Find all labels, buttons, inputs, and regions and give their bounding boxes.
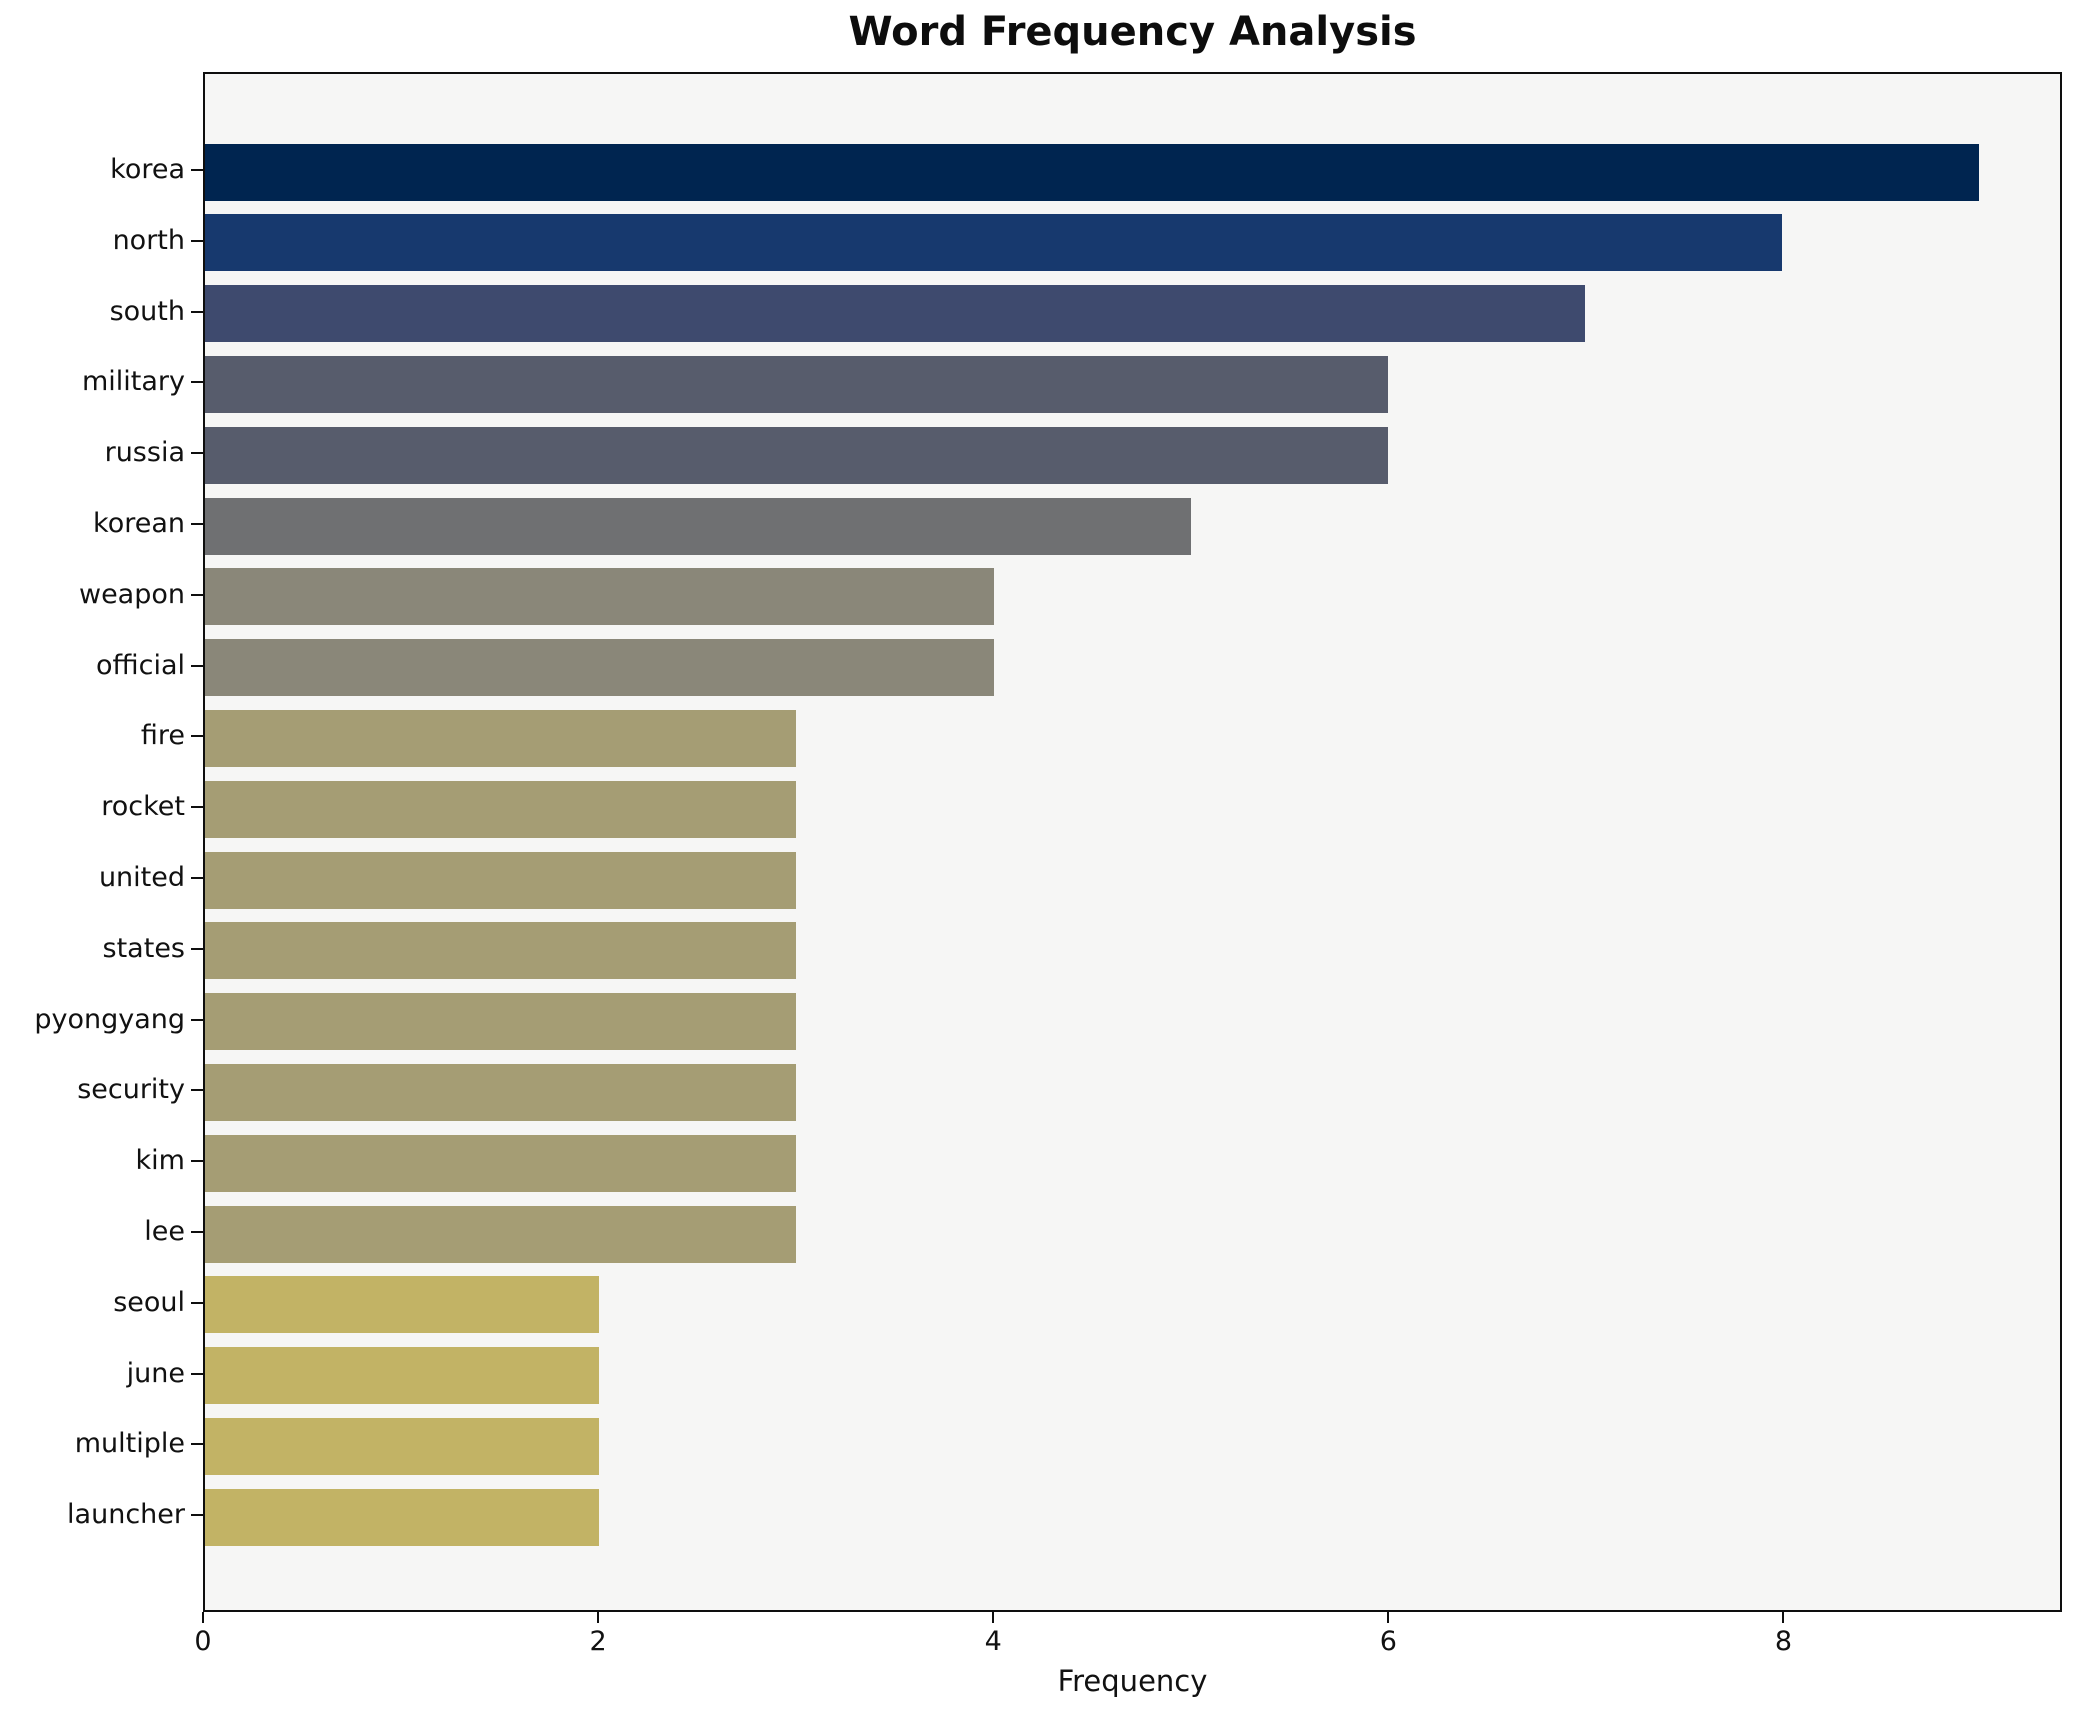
bar-kim xyxy=(205,1134,797,1192)
x-tick-label-2: 2 xyxy=(589,1626,607,1657)
bars-layer xyxy=(205,74,2060,1610)
x-axis-label: Frequency xyxy=(1057,1664,1208,1698)
y-tick-label-north: north xyxy=(112,224,185,256)
y-tick-label-states: states xyxy=(102,932,185,964)
y-tick-mark xyxy=(191,169,203,171)
x-tick-mark-6 xyxy=(1387,1612,1390,1623)
y-tick-label-kim: kim xyxy=(135,1145,185,1177)
y-tick-mark xyxy=(191,1372,203,1375)
y-tick-mark xyxy=(191,664,203,667)
bar-north xyxy=(205,214,1783,272)
y-tick-label-pyongyang: pyongyang xyxy=(34,1003,185,1035)
y-tick-label-korea: korea xyxy=(110,154,185,185)
x-axis-tick-labels: 0 2 4 6 8 xyxy=(194,1626,2062,1662)
bar-military xyxy=(205,355,1388,413)
y-tick-label-russia: russia xyxy=(104,437,185,469)
x-tick-label-0: 0 xyxy=(194,1626,212,1657)
y-tick-mark xyxy=(191,1018,203,1021)
x-tick-label-4: 4 xyxy=(984,1626,1002,1657)
x-tick-mark-4 xyxy=(992,1612,995,1623)
y-tick-label-korean: korean xyxy=(93,508,185,539)
bar-weapon xyxy=(205,568,994,626)
y-tick-mark xyxy=(191,1301,203,1304)
y-axis-tick-labels: korea north south military russia korean weapo… xyxy=(0,72,185,1612)
y-tick-label-fire: fire xyxy=(140,720,185,752)
y-tick-mark xyxy=(191,1231,203,1233)
y-tick-mark xyxy=(191,310,203,313)
x-tick-mark-0 xyxy=(202,1612,204,1623)
y-tick-label-june: june xyxy=(126,1357,185,1389)
bar-russia xyxy=(205,426,1388,484)
bar-korean xyxy=(205,497,1191,555)
bar-official xyxy=(205,639,994,697)
x-tick-label-8: 8 xyxy=(1774,1626,1793,1657)
y-tick-mark xyxy=(191,1514,203,1517)
y-tick-mark xyxy=(191,593,203,596)
x-tick-label-6: 6 xyxy=(1379,1626,1397,1657)
bar-pyongyang xyxy=(205,993,797,1051)
bar-june xyxy=(205,1347,600,1405)
y-tick-mark xyxy=(191,947,203,950)
y-tick-mark xyxy=(191,806,203,809)
x-tick-mark-8 xyxy=(1782,1612,1785,1623)
bar-rocket xyxy=(205,780,797,838)
y-axis-ticks xyxy=(191,72,203,1612)
x-axis-ticks xyxy=(202,1612,2062,1624)
bar-korea xyxy=(205,143,1980,201)
y-tick-mark xyxy=(191,452,203,455)
bar-states xyxy=(205,922,797,980)
bar-seoul xyxy=(205,1276,600,1334)
bar-south xyxy=(205,285,1585,343)
x-tick-mark-2 xyxy=(597,1612,600,1623)
bar-lee xyxy=(205,1205,797,1263)
y-tick-label-south: south xyxy=(109,295,185,327)
y-tick-label-military: military xyxy=(81,366,185,398)
y-tick-mark xyxy=(191,1160,203,1163)
y-tick-mark xyxy=(191,239,203,242)
bar-security xyxy=(205,1063,797,1121)
bar-fire xyxy=(205,709,797,767)
y-tick-mark xyxy=(191,381,203,384)
plot-area xyxy=(203,72,2062,1612)
y-tick-label-seoul: seoul xyxy=(113,1286,185,1318)
chart-title: Word Frequency Analysis xyxy=(848,9,1417,55)
y-tick-mark xyxy=(191,877,203,879)
y-tick-label-multiple: multiple xyxy=(74,1428,185,1460)
y-tick-mark xyxy=(191,1443,203,1446)
y-tick-mark xyxy=(191,735,203,738)
y-tick-label-weapon: weapon xyxy=(78,578,185,610)
y-tick-label-lee: lee xyxy=(144,1216,185,1247)
y-tick-mark xyxy=(191,523,203,525)
bar-launcher xyxy=(205,1488,600,1546)
y-tick-mark xyxy=(191,1089,203,1092)
bar-united xyxy=(205,851,797,909)
y-tick-label-rocket: rocket xyxy=(101,791,185,823)
y-tick-label-launcher: launcher xyxy=(67,1499,185,1531)
y-tick-label-security: security xyxy=(77,1074,185,1106)
y-tick-label-official: official xyxy=(95,649,185,681)
bar-multiple xyxy=(205,1417,600,1475)
y-tick-label-united: united xyxy=(98,862,185,893)
